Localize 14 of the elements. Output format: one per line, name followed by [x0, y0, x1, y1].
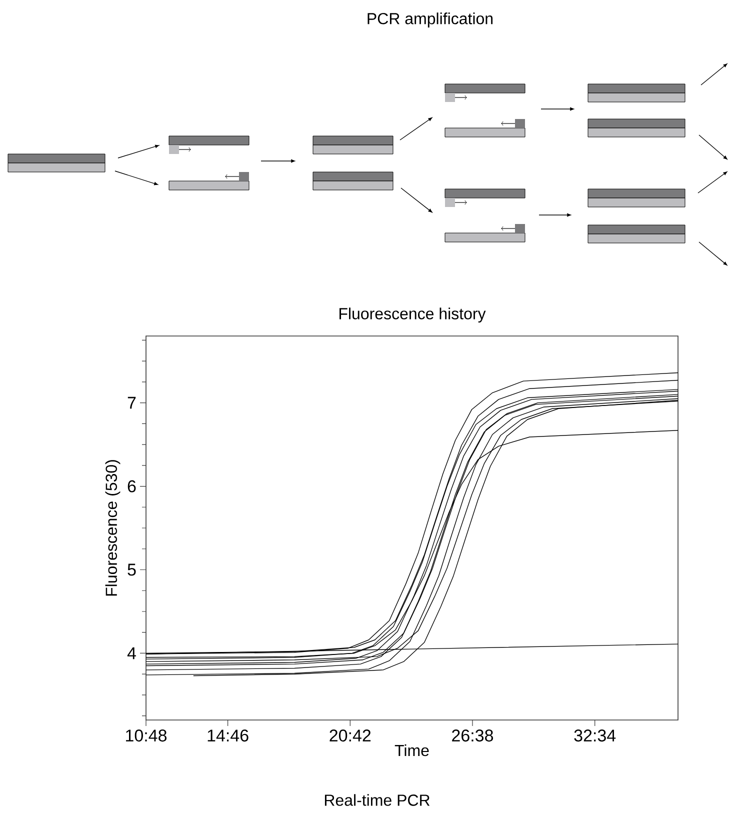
x-tick-label: 20:42: [330, 730, 371, 742]
text: PCR amplification: [368, 12, 493, 28]
y-tick-label: 6: [128, 480, 136, 492]
x-tick-label: 26:38: [452, 730, 494, 742]
chart-title: Fluorescence history: [340, 308, 486, 323]
text: Real-time PCR: [324, 794, 430, 806]
x-tick-label: 14:46: [208, 730, 248, 742]
x-tick-label: 32:34: [574, 730, 616, 742]
y-tick-label: 5: [128, 564, 136, 576]
x-tick-label: 10:48: [126, 730, 167, 742]
y-tick-label: 4: [127, 647, 136, 660]
y-tick-label: 7: [128, 396, 136, 409]
x-axis-title: Time: [394, 744, 429, 756]
y-axis-title: Fluorescence (530): [105, 460, 120, 596]
